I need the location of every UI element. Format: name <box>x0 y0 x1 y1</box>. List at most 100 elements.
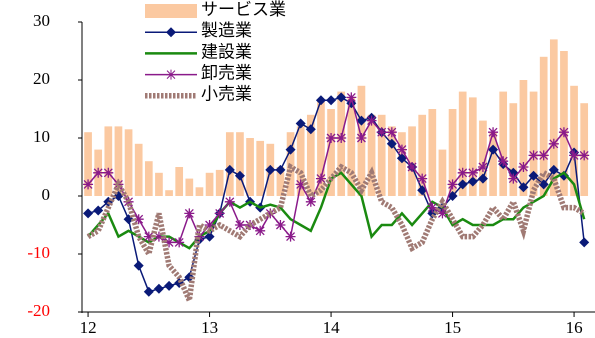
star-marker <box>305 196 316 207</box>
bar <box>468 97 477 196</box>
diamond-marker <box>164 280 175 291</box>
star-marker <box>569 150 580 161</box>
legend-label: 小売業 <box>201 85 252 104</box>
star-marker <box>184 208 195 219</box>
bar <box>509 103 518 196</box>
x-tick-label: 14 <box>323 318 341 337</box>
star-marker <box>164 237 175 248</box>
star-marker <box>103 167 114 178</box>
bar <box>306 114 315 196</box>
y-tick-label: 10 <box>33 127 50 146</box>
bar <box>185 178 194 196</box>
bar <box>580 103 589 196</box>
star-marker <box>234 220 245 230</box>
bar <box>236 132 244 196</box>
diamond-marker <box>477 173 488 184</box>
diamond-marker <box>467 176 478 187</box>
star-marker <box>427 202 438 213</box>
diamond-marker <box>538 179 549 190</box>
star-marker <box>548 138 559 149</box>
diamond-marker <box>295 118 306 129</box>
star-marker <box>558 127 569 138</box>
star-marker <box>204 220 215 230</box>
bar <box>489 132 497 196</box>
bar <box>195 187 204 196</box>
diamond-marker <box>133 260 144 271</box>
diamond-marker <box>336 92 347 103</box>
diamond-marker <box>326 95 337 106</box>
bar <box>539 56 548 196</box>
diamond-marker <box>224 164 235 175</box>
star-marker <box>579 150 590 161</box>
bar <box>529 91 538 196</box>
bar <box>428 109 437 196</box>
legend-marker <box>166 69 176 80</box>
star-marker <box>477 162 488 172</box>
star-marker <box>346 92 357 103</box>
x-tick-label: 12 <box>80 318 97 337</box>
diamond-marker <box>83 208 94 219</box>
diamond-marker <box>386 138 397 149</box>
y-tick-label: -20 <box>27 301 50 320</box>
star-marker <box>143 231 154 242</box>
diamond-marker <box>93 205 104 216</box>
star-marker <box>133 214 144 225</box>
bar <box>347 97 356 196</box>
line <box>86 162 586 311</box>
star-marker <box>93 167 104 178</box>
star-marker <box>417 173 428 184</box>
bar <box>276 167 285 196</box>
star-marker <box>326 133 337 143</box>
star-marker <box>224 196 235 207</box>
diamond-marker <box>204 231 215 242</box>
bar <box>155 172 163 196</box>
legend-label: 製造業 <box>201 21 252 40</box>
star-marker <box>214 208 225 219</box>
star-marker <box>447 179 458 190</box>
bar <box>175 167 184 196</box>
y-tick-label: 20 <box>33 69 50 88</box>
star-marker <box>153 231 164 242</box>
star-marker <box>498 156 509 167</box>
bar <box>549 39 558 197</box>
diamond-marker <box>234 170 245 181</box>
diamond-marker <box>457 179 468 190</box>
star-marker <box>285 231 296 242</box>
diamond-marker <box>579 237 590 248</box>
diamond-marker <box>275 164 286 175</box>
bar <box>398 132 406 196</box>
bar <box>114 126 123 196</box>
x-tick-label: 15 <box>444 318 461 337</box>
x-tick-label: 16 <box>566 318 583 337</box>
bar <box>144 161 153 196</box>
diamond-marker <box>153 283 164 294</box>
bar <box>519 80 528 196</box>
bar <box>296 126 305 196</box>
star-marker <box>366 115 377 126</box>
star-marker <box>407 162 418 172</box>
diamond-marker <box>315 95 326 106</box>
star-marker <box>315 173 326 184</box>
legend-label: 卸売業 <box>201 64 252 83</box>
bar <box>448 109 457 196</box>
diamond-marker <box>488 144 499 155</box>
bar <box>134 143 143 196</box>
star-marker <box>255 225 266 236</box>
bar <box>246 138 254 196</box>
legend-label: 建設業 <box>201 42 252 61</box>
bar <box>387 126 396 196</box>
y-tick-label: -10 <box>27 243 50 262</box>
bar <box>327 109 335 196</box>
star-marker <box>386 127 397 138</box>
bar <box>225 132 234 196</box>
diamond-marker <box>265 164 276 175</box>
star-marker <box>336 133 347 143</box>
bar <box>479 120 487 196</box>
bar <box>560 51 568 196</box>
star-marker <box>356 133 367 143</box>
legend-swatch <box>145 4 197 18</box>
bar <box>84 132 92 196</box>
bar <box>337 91 346 196</box>
